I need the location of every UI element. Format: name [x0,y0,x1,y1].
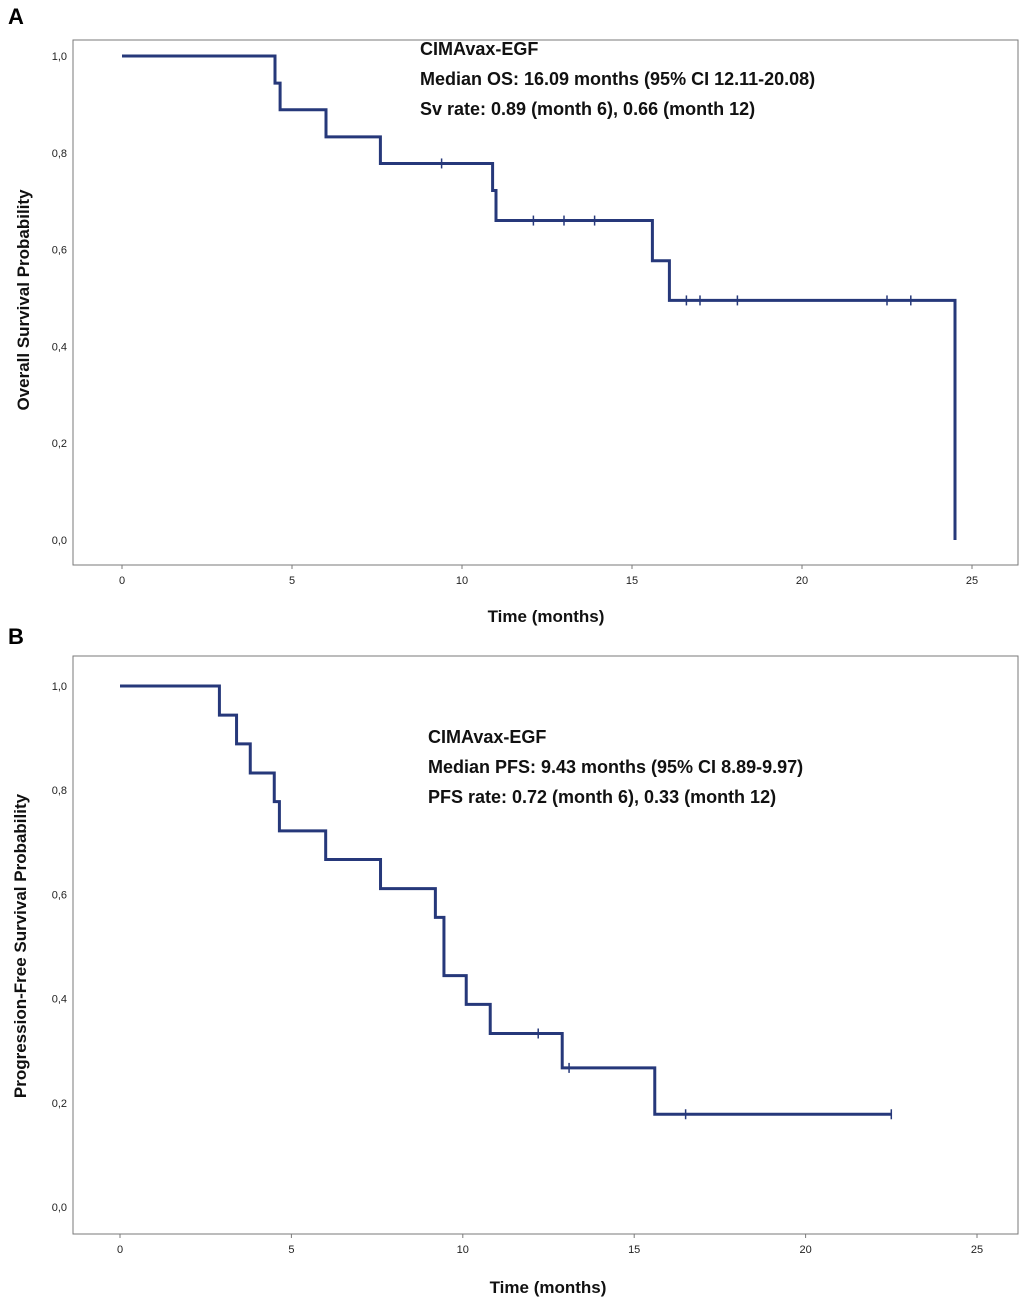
panel-a-overall-survival: A 0,0 0,2 0,4 0,6 0,8 1,0 0 5 10 15 20 25 Time (mo… [8,4,1019,626]
y-tick-label: 0,4 [52,994,67,1006]
x-tick-label: 15 [626,575,638,587]
y-tick-label: 0,6 [52,889,67,901]
x-tick-label: 25 [971,1244,983,1256]
panel-b-survival-curve [120,684,892,1116]
panel-a-annotation-rate: Sv rate: 0.89 (month 6), 0.66 (month 12) [420,99,755,119]
y-tick-label: 0,0 [52,535,67,547]
panel-b-progression-free-survival: B 0,0 0,2 0,4 0,6 0,8 1,0 0 5 10 15 20 25 Time (mo… [8,624,1019,1297]
panel-b-annotation-title: CIMAvax-EGF [428,727,546,747]
x-tick-label: 5 [288,1244,294,1256]
x-tick-label: 0 [119,575,125,587]
x-tick-label: 20 [799,1244,811,1256]
x-tick-label: 0 [117,1244,123,1256]
panel-b-y-axis-label: Progression-Free Survival Probability [11,793,30,1098]
panel-b-letter: B [8,624,24,649]
panel-a-plot-frame [72,39,1019,566]
panel-b-annotation-median: Median PFS: 9.43 months (95% CI 8.89-9.9… [428,757,803,777]
panel-a-survival-curve [122,54,957,540]
x-tick-label: 15 [628,1244,640,1256]
y-tick-label: 0,8 [52,148,67,160]
y-tick-label: 0,2 [52,1098,67,1110]
x-tick-label: 10 [457,1244,469,1256]
panel-b-y-axis: 0,0 0,2 0,4 0,6 0,8 1,0 [52,681,67,1214]
y-tick-label: 0,2 [52,438,67,450]
panel-a-annotation-title: CIMAvax-EGF [420,39,538,59]
panel-a-censor-marks [440,158,912,306]
x-tick-label: 10 [456,575,468,587]
x-tick-label: 25 [966,575,978,587]
y-tick-label: 0,6 [52,245,67,257]
panel-b-plot-frame [72,655,1019,1235]
panel-b-x-axis-label: Time (months) [490,1278,607,1297]
panel-a-annotation-median: Median OS: 16.09 months (95% CI 12.11-20… [420,69,815,89]
x-tick-label: 5 [289,575,295,587]
panel-a-letter: A [8,4,24,29]
y-tick-label: 1,0 [52,681,67,693]
panel-a-x-axis: 0 5 10 15 20 25 [119,565,978,587]
panel-b-x-axis: 0 5 10 15 20 25 [117,1234,983,1256]
y-tick-label: 1,0 [52,51,67,63]
panel-b-censor-marks [537,1028,893,1120]
panel-a-y-axis-label: Overall Survival Probability [14,189,33,411]
panel-b-annotation-rate: PFS rate: 0.72 (month 6), 0.33 (month 12… [428,787,776,807]
x-tick-label: 20 [796,575,808,587]
y-tick-label: 0,8 [52,785,67,797]
panel-a-x-axis-label: Time (months) [488,607,605,626]
y-tick-label: 0,4 [52,341,67,353]
y-tick-label: 0,0 [52,1202,67,1214]
panel-a-y-axis: 0,0 0,2 0,4 0,6 0,8 1,0 [52,51,67,547]
